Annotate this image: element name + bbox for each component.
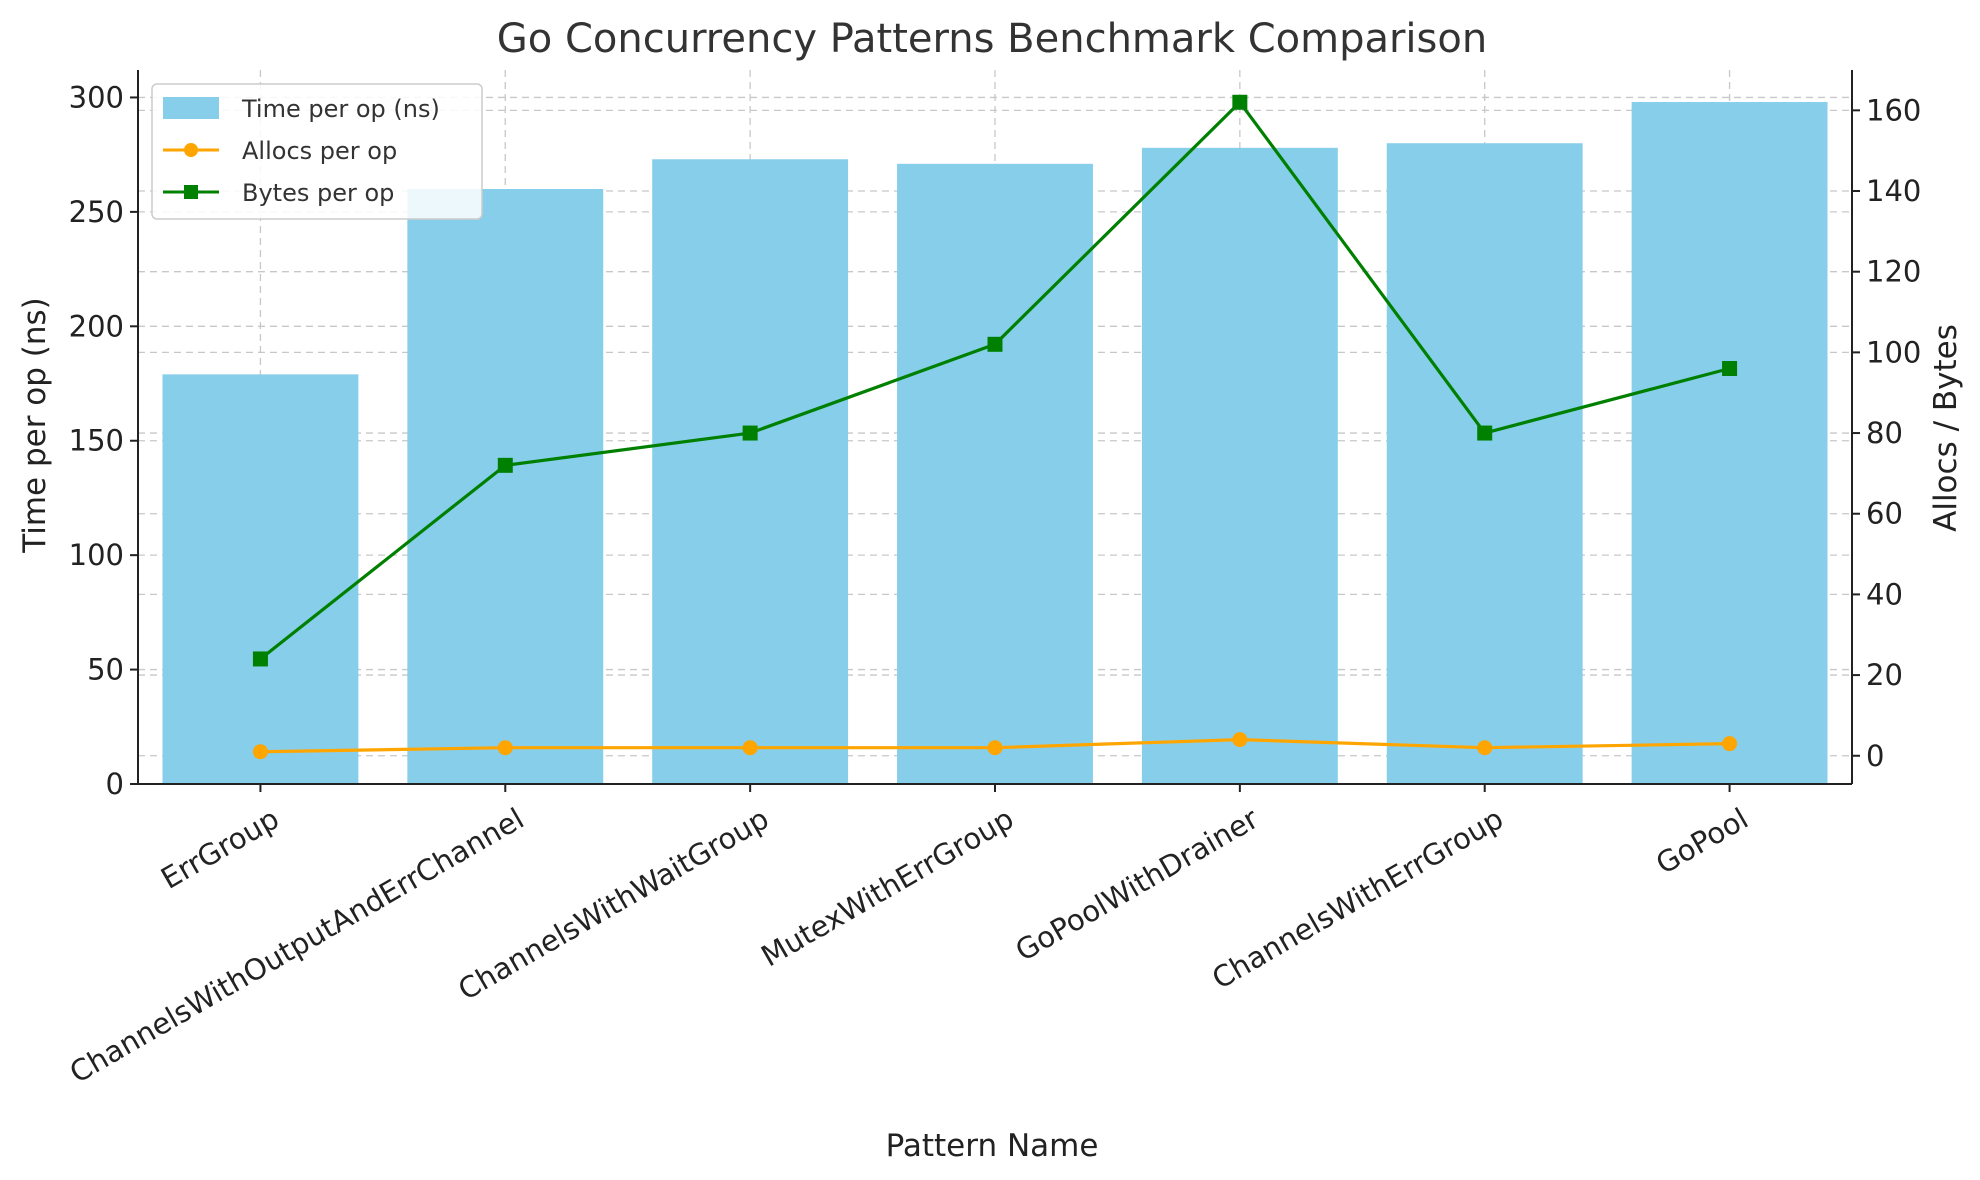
x-tick-label: GoPoolWithDrainer — [1010, 801, 1265, 968]
y2-tick-label: 60 — [1866, 497, 1903, 531]
x-tick-label: GoPool — [1650, 801, 1754, 881]
bytes-point — [1722, 361, 1738, 377]
y2-axis-label: Allocs / Bytes — [1928, 324, 1964, 532]
legend-marker-bytes — [184, 185, 198, 199]
legend-label-allocs: Allocs per op — [242, 137, 397, 165]
y2-tick-label: 140 — [1866, 174, 1921, 208]
x-tick-label: MutexWithErrGroup — [755, 801, 1019, 973]
y2-tick-label: 40 — [1866, 577, 1903, 611]
x-tick-label: ChannelsWithOutputAndErrChannel — [64, 801, 530, 1089]
bytes-point — [1477, 425, 1493, 441]
bar — [1141, 147, 1338, 785]
allocs-point — [987, 740, 1003, 756]
allocs-point — [252, 744, 268, 760]
y2-tick-label: 160 — [1866, 93, 1921, 127]
bytes-point — [252, 651, 268, 667]
chart-title: Go Concurrency Patterns Benchmark Compar… — [497, 16, 1487, 62]
allocs-point — [742, 740, 758, 756]
axes-layer: 0 50 100 150 200 250 300 0 20 40 60 80 100 120 140 160 — [69, 70, 1921, 801]
y2-tick-label: 100 — [1866, 335, 1921, 369]
allocs-point — [497, 740, 513, 756]
bar — [407, 189, 604, 784]
bytes-point — [1232, 94, 1248, 110]
allocs-point — [1477, 740, 1493, 756]
y2-tick-label: 80 — [1866, 416, 1903, 450]
legend-swatch-time — [163, 97, 219, 119]
x-axis-label: Pattern Name — [886, 1128, 1099, 1164]
y2-tick-label: 0 — [1866, 739, 1884, 773]
bytes-point — [987, 336, 1003, 352]
y2-tick-label: 20 — [1866, 658, 1903, 692]
bar — [652, 159, 849, 784]
y-tick-label: 150 — [69, 424, 124, 458]
bar — [897, 163, 1093, 785]
bytes-point — [497, 457, 513, 473]
y-tick-label: 50 — [87, 653, 124, 687]
y-tick-label: 0 — [106, 767, 124, 801]
y-tick-label: 250 — [69, 195, 124, 229]
legend-frame — [151, 83, 483, 220]
line-layer — [252, 94, 1738, 760]
y-tick-label: 200 — [69, 309, 124, 343]
legend-label-bytes: Bytes per op — [242, 179, 394, 207]
bytes-point — [742, 425, 758, 441]
y-axis-label: Time per op (ns) — [17, 297, 53, 554]
y-tick-label: 300 — [69, 80, 124, 114]
bar — [1386, 143, 1583, 784]
legend-label-time: Time per op (ns) — [241, 95, 440, 123]
legend: Time per op (ns) Allocs per op Bytes per… — [151, 83, 483, 220]
x-tick-labels: ErrGroupChannelsWithOutputAndErrChannelC… — [64, 801, 1754, 1090]
y-tick-label: 100 — [69, 538, 124, 572]
allocs-point — [1232, 732, 1248, 748]
bar-layer — [162, 102, 1828, 785]
legend-marker-allocs — [184, 143, 198, 157]
allocs-point — [1722, 736, 1738, 752]
y2-tick-label: 120 — [1866, 255, 1921, 289]
bar — [1631, 102, 1828, 785]
bar — [162, 374, 359, 784]
x-tick-label: ErrGroup — [155, 801, 285, 895]
